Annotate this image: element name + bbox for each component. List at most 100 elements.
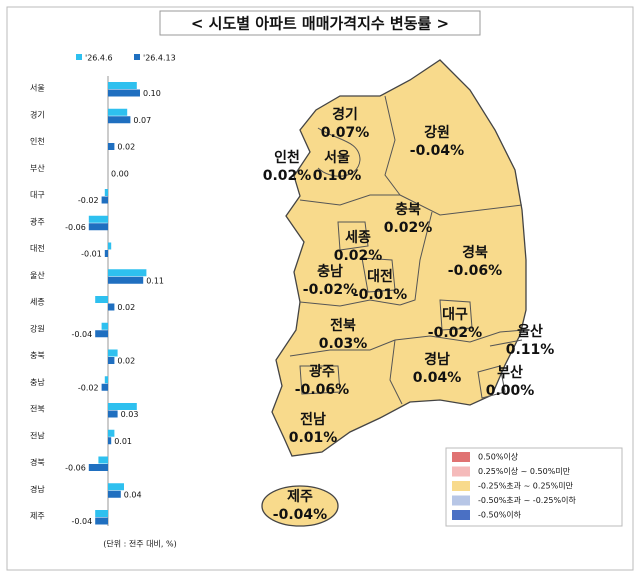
bar <box>108 108 128 116</box>
value-label: 0.10 <box>143 89 161 98</box>
value-label: -0.04 <box>71 330 92 339</box>
map-legend-swatch <box>452 452 470 462</box>
bar <box>108 303 115 311</box>
bar <box>108 437 112 445</box>
bar <box>88 464 108 471</box>
value-label: 0.11 <box>146 276 164 285</box>
value-label: -0.06 <box>65 223 86 232</box>
bar <box>108 429 115 437</box>
region-value: 0.03% <box>319 336 368 352</box>
region-name: 서울 <box>324 149 350 166</box>
bar <box>104 376 108 384</box>
bar <box>95 330 108 338</box>
unit-note: (단위 : 전주 대비, %) <box>103 539 176 549</box>
map-legend-label: 0.50%이상 <box>478 452 519 462</box>
bar <box>98 456 108 464</box>
map-legend-swatch <box>452 495 470 506</box>
region-name: 인천 <box>274 149 300 166</box>
bar <box>108 483 124 491</box>
region-value: -0.02% <box>428 325 482 341</box>
region-name: 대구 <box>442 307 468 323</box>
chart-title: < 시도별 아파트 매매가격지수 변동률 > <box>191 15 449 33</box>
bar <box>108 276 144 284</box>
category-label: 광주 <box>30 216 45 226</box>
bar <box>108 410 118 418</box>
map-legend-label: -0.25%초과 ~ 0.25%미만 <box>478 482 574 491</box>
region-borders <box>289 95 525 405</box>
frame <box>6 6 634 571</box>
region-name: 강원 <box>424 124 450 141</box>
category-label: 충남 <box>30 378 45 387</box>
value-label: 0.02 <box>117 303 135 312</box>
region-name: 경남 <box>424 351 450 368</box>
map-legend-swatch <box>452 466 470 477</box>
value-label: 0.02 <box>117 357 135 366</box>
region-name: 충북 <box>395 202 421 218</box>
bar <box>101 322 108 330</box>
category-label: 전남 <box>30 430 45 440</box>
region-name: 광주 <box>309 363 335 380</box>
region-value: -0.04% <box>273 507 327 523</box>
region-value: -0.06% <box>295 382 349 398</box>
bar <box>101 196 108 204</box>
region-name: 대전 <box>367 268 393 285</box>
mainland <box>271 59 527 457</box>
region-name: 제주 <box>287 489 313 505</box>
legend-label: '26.4.6 <box>85 54 113 63</box>
map-legend-swatch <box>452 510 470 520</box>
bar <box>88 223 108 231</box>
region-name: 경북 <box>462 244 488 261</box>
bar <box>95 296 108 303</box>
region-value: 0.07% <box>321 125 370 141</box>
category-label: 강원 <box>30 323 45 333</box>
bar <box>104 250 108 257</box>
region-value: 0.02% <box>334 248 383 264</box>
region-value: -0.01% <box>353 287 407 303</box>
value-label: -0.02 <box>78 196 99 205</box>
region-name: 충남 <box>317 263 343 280</box>
value-label: -0.01 <box>81 250 102 259</box>
category-label: 세종 <box>30 298 45 307</box>
category-label: 제주 <box>30 512 45 521</box>
region-value: 0.04% <box>413 370 462 386</box>
jeju-island <box>261 485 339 527</box>
bar <box>108 242 112 250</box>
bar <box>95 517 108 525</box>
city-borders <box>299 221 506 399</box>
map-legend-box <box>445 447 623 527</box>
value-label: 0.03 <box>121 410 139 419</box>
category-label: 서울 <box>30 84 45 93</box>
map-legend-label: -0.50%이하 <box>478 510 522 520</box>
category-label: 경남 <box>30 484 45 494</box>
legend-label: '26.4.13 <box>143 54 176 63</box>
bar <box>108 82 137 89</box>
bar <box>104 189 108 196</box>
region-name: 부산 <box>497 364 523 381</box>
region-value: 0.02% <box>263 168 312 184</box>
region-value: 0.01% <box>289 430 338 446</box>
category-label: 경기 <box>30 109 45 119</box>
bar <box>108 357 115 364</box>
map-legend-label: -0.50%초과 ~ -0.25%이하 <box>478 495 576 505</box>
region-value: -0.02% <box>303 282 357 298</box>
region-value: 0.02% <box>384 220 433 236</box>
legend-swatch <box>134 54 140 60</box>
value-label: -0.04 <box>71 517 92 526</box>
value-label: 0.00 <box>111 169 129 178</box>
map-legend-swatch <box>452 481 470 491</box>
region-value: -0.04% <box>410 143 464 159</box>
bar <box>95 510 108 517</box>
region-value: 0.00% <box>486 383 535 399</box>
title-box <box>159 10 481 36</box>
bar <box>108 89 140 97</box>
region-name: 전북 <box>330 317 356 334</box>
bar <box>108 403 137 410</box>
category-label: 대구 <box>30 191 45 200</box>
region-name: 세종 <box>345 230 371 246</box>
bar <box>88 215 108 223</box>
region-name: 경기 <box>332 106 358 123</box>
value-label: 0.02 <box>117 143 135 152</box>
map-legend-label: 0.25%이상 ~ 0.50%미만 <box>478 466 571 476</box>
bar <box>101 383 108 391</box>
